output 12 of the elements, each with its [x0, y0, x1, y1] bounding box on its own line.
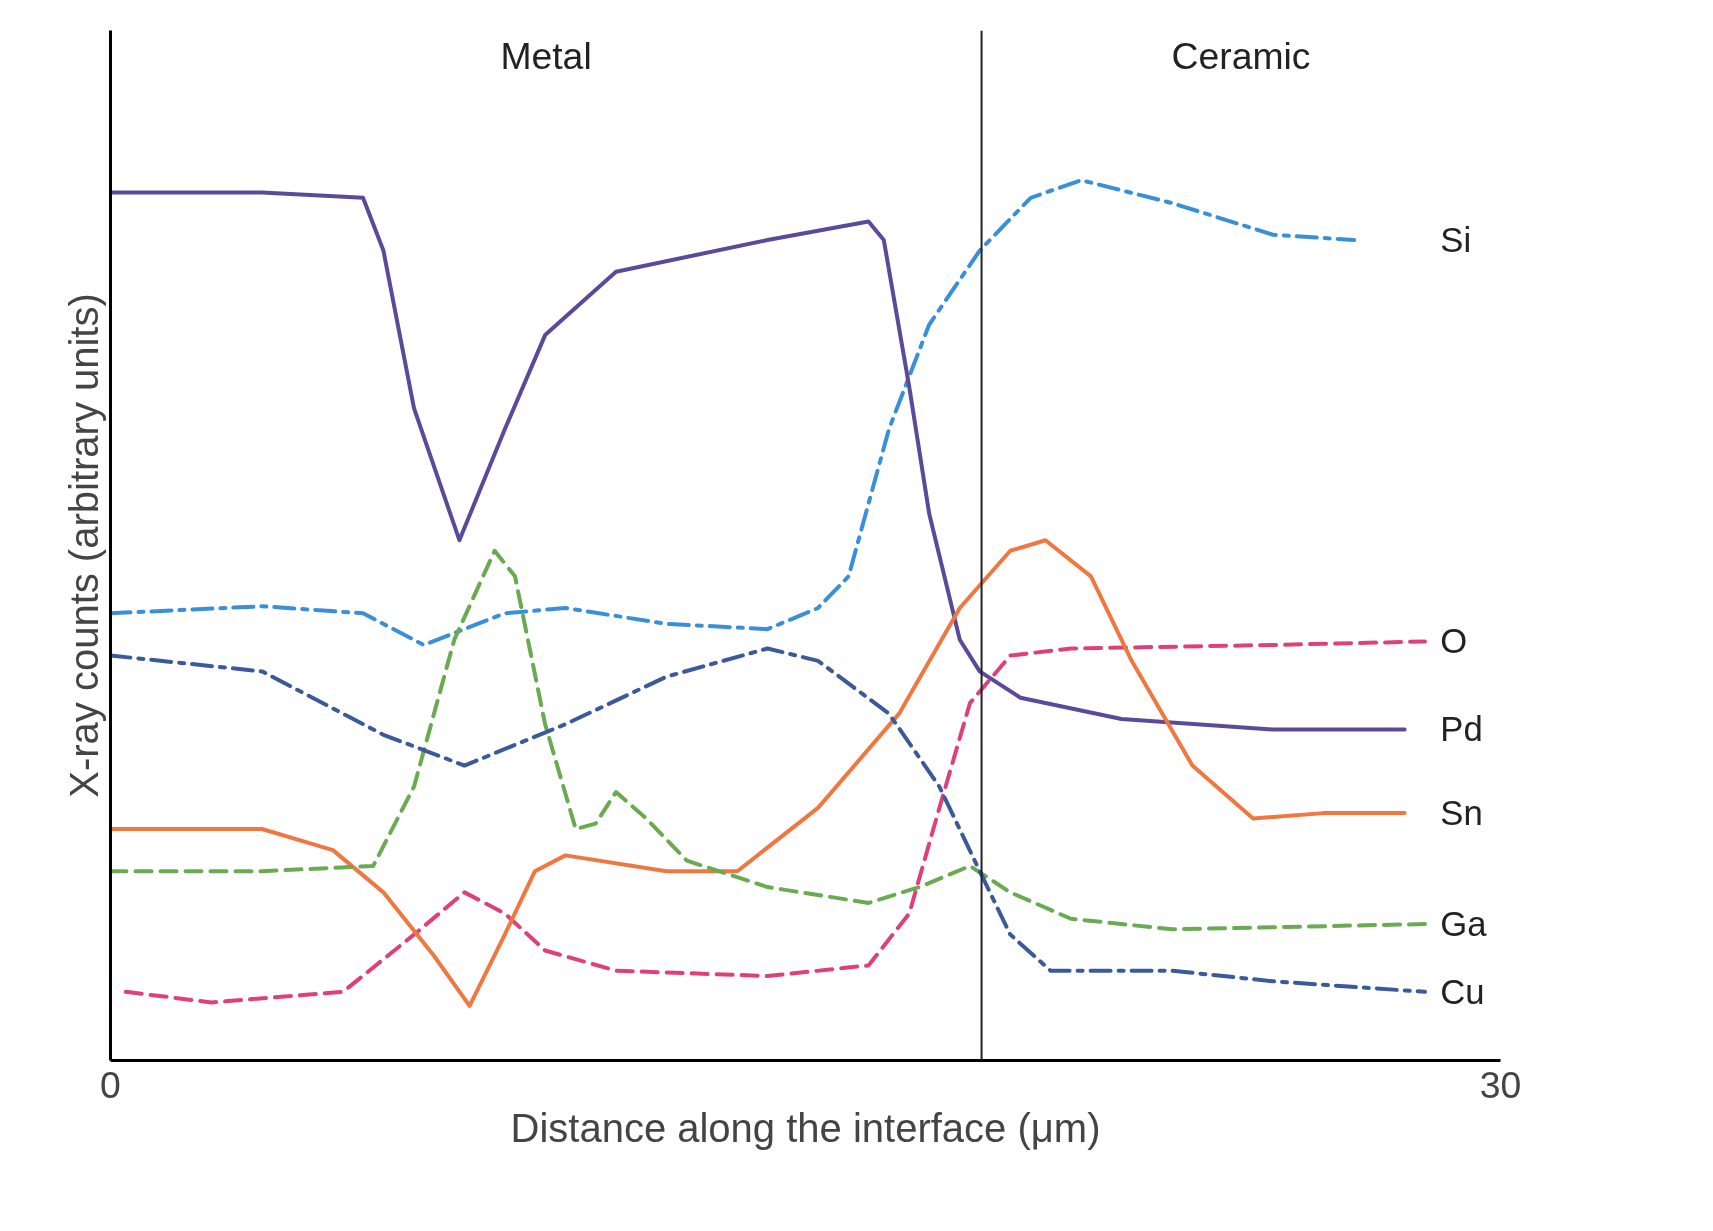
series-label: O [1440, 622, 1468, 661]
x-tick-label: 0 [100, 1063, 121, 1106]
series-label: Ga [1440, 905, 1488, 944]
series-label: Sn [1440, 794, 1483, 833]
text: Si [1440, 221, 1472, 260]
x-tick-label: 30 [1479, 1063, 1522, 1106]
series-label: Pd [1440, 710, 1483, 749]
y-axis-title: X-ray counts (arbitrary units) [61, 293, 106, 798]
text: Metal [500, 34, 592, 77]
text: Ceramic [1171, 34, 1311, 77]
x-axis-title: Distance along the interface (μm) [510, 1105, 1101, 1150]
series-label: Cu [1440, 972, 1485, 1011]
